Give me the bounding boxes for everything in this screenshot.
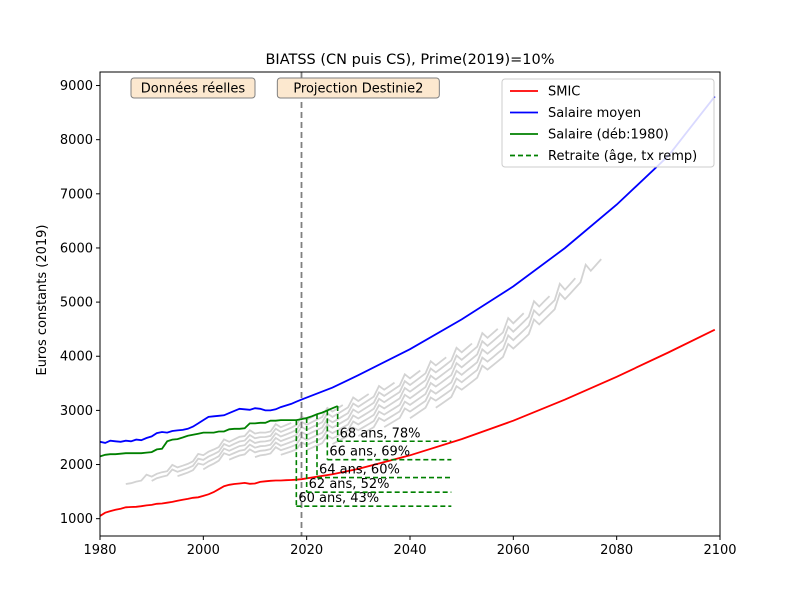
chart-title: BIATSS (CN puis CS), Prime(2019)=10%	[265, 52, 554, 68]
legend-label: SMIC	[548, 85, 580, 100]
x-tick-label: 1980	[83, 543, 116, 558]
legend-label: Salaire (déb:1980)	[548, 128, 669, 143]
y-tick-label: 2000	[60, 458, 93, 473]
other-career-line	[177, 404, 344, 478]
legend-label: Retraite (âge, tx remp)	[548, 149, 697, 164]
x-tick-label: 2040	[393, 543, 426, 558]
retirement-label: 64 ans, 60%	[319, 463, 400, 478]
series-layer	[100, 72, 716, 536]
other-career-line	[357, 312, 525, 437]
other-career-line	[409, 277, 576, 419]
x-tick-label: 2100	[703, 543, 736, 558]
y-tick-label: 3000	[60, 404, 93, 419]
annotation: Projection Destinie2	[276, 77, 440, 99]
x-tick-label: 2020	[290, 543, 323, 558]
other-career-line	[280, 356, 447, 456]
y-tick-label: 8000	[60, 133, 93, 148]
salaire-career-line	[100, 405, 339, 458]
other-career-line	[383, 295, 551, 428]
annotation-label: Données réelles	[141, 82, 246, 97]
axes-layer: 1980 2000 2020 2040 2060 2080 2100 1000 2000 3000…	[60, 71, 737, 558]
x-tick-label: 2000	[187, 543, 220, 558]
y-tick-label: 6000	[60, 241, 93, 256]
retirement-label: 62 ans, 52%	[309, 477, 390, 492]
salaire-moyen-line	[100, 95, 716, 444]
annotation-box	[130, 77, 256, 99]
annotation-box	[276, 77, 440, 99]
other-career-line	[332, 328, 499, 445]
retirement-layer: 60 ans, 43%62 ans, 52%64 ans, 60% 66 ans,…	[295, 406, 452, 508]
y-tick-label: 4000	[60, 350, 93, 365]
other-career-line	[306, 342, 473, 451]
retirement-label: 66 ans, 69%	[329, 445, 410, 460]
retirement-label: 68 ans, 78%	[340, 426, 421, 441]
legend-label: Salaire moyen	[548, 106, 641, 121]
annotation-layer: Données réelles Projection Destinie2	[130, 77, 440, 99]
smic-line	[100, 328, 716, 517]
other-career-line	[202, 393, 370, 471]
y-tick-label: 7000	[60, 187, 93, 202]
annotation-label: Projection Destinie2	[293, 82, 423, 97]
retirement-label: 60 ans, 43%	[298, 491, 379, 506]
other-careers-layer	[125, 258, 602, 485]
x-tick-label: 2080	[600, 543, 633, 558]
y-axis-label: Euros constants (2019)	[35, 224, 50, 375]
annotation: Données réelles	[130, 77, 256, 99]
y-tick-label: 5000	[60, 296, 93, 311]
legend-box	[501, 78, 715, 168]
other-career-line	[125, 422, 292, 485]
y-tick-label: 9000	[60, 79, 93, 94]
x-tick-label: 2060	[497, 543, 530, 558]
legend: SMIC Salaire moyen Salaire (déb:1980) Retra…	[501, 78, 715, 168]
other-career-line	[151, 413, 318, 482]
y-tick-label: 1000	[60, 512, 93, 527]
other-career-line	[435, 258, 602, 409]
other-career-line	[228, 381, 396, 461]
